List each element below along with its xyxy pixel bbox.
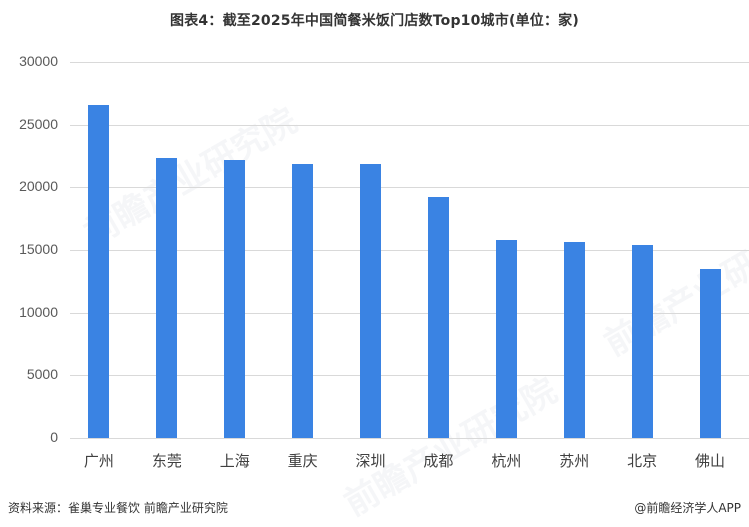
y-tick-label: 15000: [19, 241, 58, 257]
x-tick-label: 上海: [219, 452, 250, 470]
gridline: [70, 187, 749, 189]
gridline: [70, 312, 749, 314]
x-tick-label: 东莞: [151, 452, 182, 470]
x-tick-label: 北京: [627, 452, 658, 470]
chart-title: 图表4：截至2025年中国简餐米饭门店数Top10城市(单位：家): [170, 13, 579, 29]
x-tick-label: 佛山: [695, 452, 726, 470]
plot-area: [70, 62, 749, 439]
gridline: [70, 250, 749, 251]
bar: [360, 164, 382, 438]
bar: [699, 268, 721, 438]
gridline: [70, 62, 749, 63]
y-tick-label: 20000: [19, 178, 58, 195]
x-tick-label: 成都: [423, 452, 454, 470]
bar: [156, 158, 178, 438]
bar: [88, 104, 110, 438]
bar: [292, 164, 314, 438]
gridline: [70, 124, 749, 126]
x-tick-label: 杭州: [491, 452, 522, 470]
bar: [631, 244, 653, 438]
gridline: [70, 438, 749, 439]
x-tick-label: 广州: [83, 452, 114, 470]
y-tick-label: 10000: [19, 303, 58, 320]
y-tick-label: 25000: [19, 115, 58, 132]
x-tick-label: 苏州: [559, 452, 590, 470]
gridline: [70, 375, 749, 377]
bar: [427, 196, 449, 438]
y-tick-label: 30000: [19, 53, 58, 69]
bar: [495, 239, 517, 438]
x-tick-label: 深圳: [355, 452, 386, 470]
x-tick-label: 重庆: [287, 452, 318, 470]
bar: [563, 241, 585, 438]
bar: [224, 160, 246, 438]
y-tick-label: 0: [50, 429, 58, 445]
credit-note: @前瞻经济学人APP: [634, 501, 741, 515]
y-tick-label: 5000: [26, 366, 58, 383]
source-note: 资料来源：雀巢专业餐饮 前瞻产业研究院: [8, 501, 228, 515]
